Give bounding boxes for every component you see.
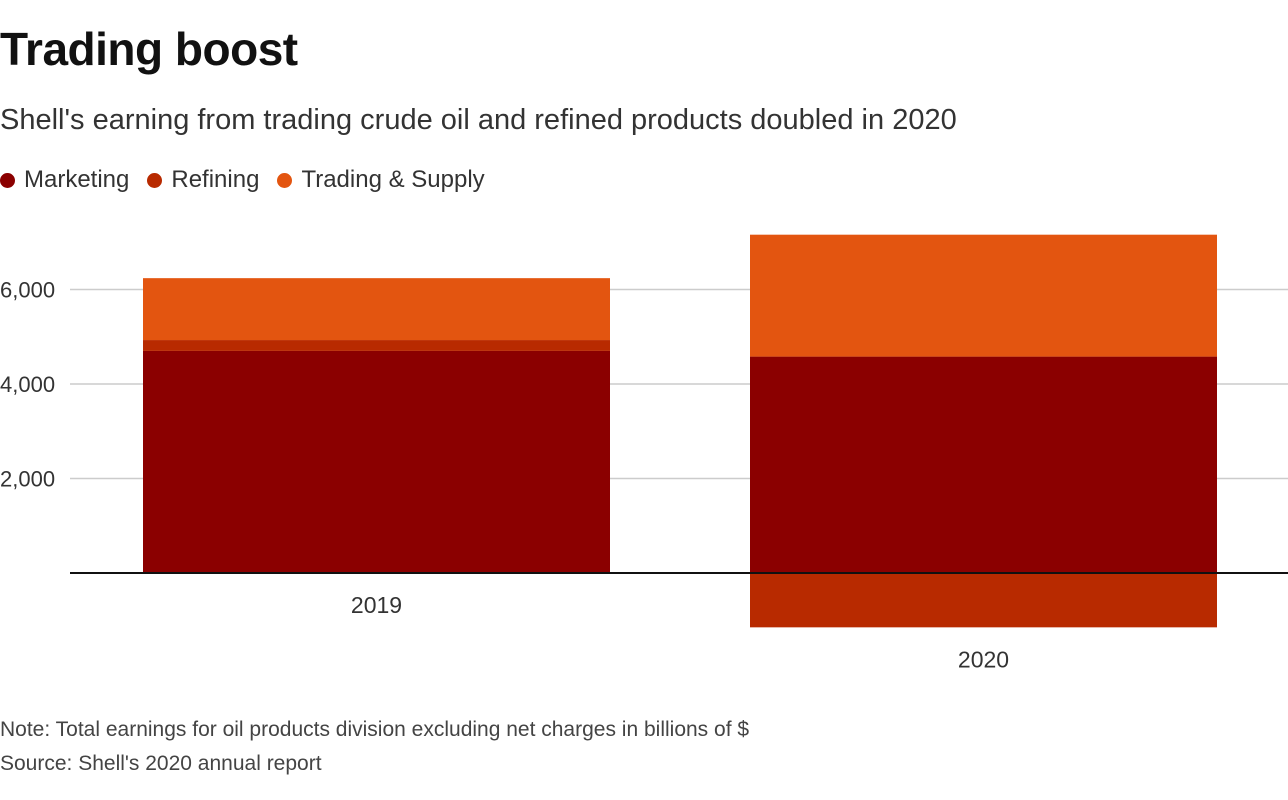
footnote: Note: Total earnings for oil products di… — [0, 718, 750, 741]
chart-subtitle: Shell's earning from trading crude oil a… — [0, 104, 957, 136]
legend-swatch-marketing — [0, 172, 15, 188]
legend-swatch-trading-supply — [277, 172, 293, 188]
bar-refining-2020 — [750, 573, 1217, 628]
bar-marketing-2019 — [143, 350, 610, 573]
legend-label-trading-supply: Trading & Supply — [301, 166, 485, 193]
legend-label-marketing: Marketing — [24, 166, 130, 193]
bar-refining-2019 — [143, 340, 610, 351]
y-tick-label: 2,000 — [0, 467, 55, 492]
y-tick-label: 4,000 — [0, 372, 55, 397]
legend-item-refining: Refining — [147, 166, 259, 194]
stacked-bar-chart: 2,000 4,000 6,000 2019 2020 — [0, 234, 1288, 673]
tick-labels: 2,000 4,000 6,000 2019 2020 — [0, 278, 1009, 673]
x-category-label-2019: 2019 — [351, 592, 402, 618]
source-credit: Source: Shell's 2020 annual report — [0, 752, 322, 775]
x-category-label-2020: 2020 — [958, 646, 1009, 672]
legend-label-refining: Refining — [171, 166, 260, 193]
legend-item-marketing: Marketing — [0, 166, 129, 194]
y-tick-label: 6,000 — [0, 278, 55, 303]
bars — [143, 234, 1217, 628]
bar-marketing-2020 — [750, 356, 1217, 573]
bar-trading-supply-2019 — [143, 278, 610, 341]
chart-title: Trading boost — [0, 23, 298, 75]
legend-item-trading-supply: Trading & Supply — [277, 166, 485, 194]
legend: Marketing Refining Trading & Supply — [0, 166, 503, 194]
bar-trading-supply-2020 — [750, 234, 1217, 357]
legend-swatch-refining — [147, 172, 163, 188]
